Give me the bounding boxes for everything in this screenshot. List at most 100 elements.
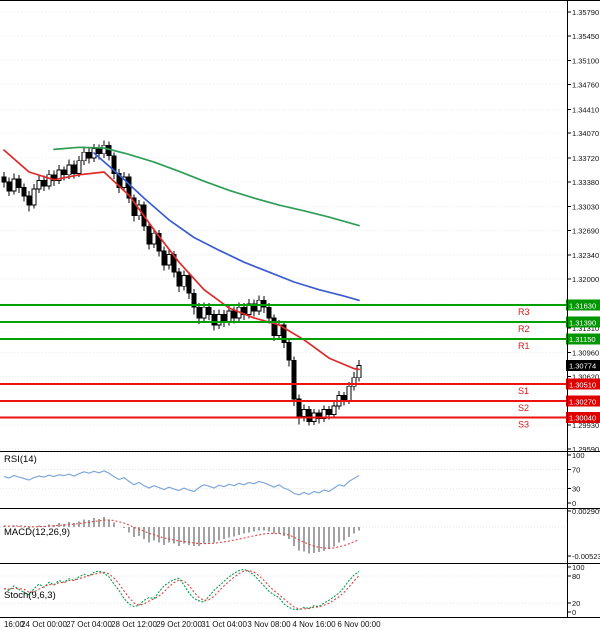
bear-candle <box>196 306 202 319</box>
bull-candle <box>351 377 357 387</box>
ma-slow-line <box>53 146 360 227</box>
bear-candle <box>251 303 257 312</box>
rsi-scale-label: 30 <box>572 485 580 494</box>
price-axis-label: 1.33380 <box>572 178 599 187</box>
rsi-line <box>3 470 360 496</box>
bull-candle <box>31 188 37 206</box>
bear-candle <box>306 409 312 422</box>
price-tag-current <box>566 360 600 372</box>
bear-candle <box>86 151 92 159</box>
price-tag-r1-value: 1.31150 <box>569 335 596 344</box>
price-axis-label: 1.32340 <box>572 251 599 260</box>
bull-candle <box>46 174 52 187</box>
bear-candle <box>146 225 152 245</box>
bear-candle <box>116 173 122 188</box>
price-tag-s1-value: 1.30510 <box>569 380 596 389</box>
bear-candle <box>231 310 237 319</box>
macd-signal-line <box>3 519 360 549</box>
price-axis-label: 1.32000 <box>572 275 599 284</box>
bear-candle <box>316 412 322 420</box>
level-label-s3: S3 <box>518 419 529 429</box>
price-tag-s2 <box>566 395 600 407</box>
bear-candle <box>176 271 182 287</box>
stoch-scale-label: 80 <box>572 572 580 581</box>
price-axis-label: 1.29590 <box>572 445 599 454</box>
bull-candle <box>36 180 42 190</box>
bull-candle <box>331 405 337 415</box>
macd-panel-label: MACD(12,26,9) <box>4 527 70 538</box>
time-axis-label: 24 Oct 00:00 <box>21 620 67 629</box>
bear-candle <box>266 306 272 319</box>
bear-candle <box>286 342 292 361</box>
level-label-s1: S1 <box>518 386 529 396</box>
time-axis-label: 31 Oct 04:00 <box>201 620 247 629</box>
price-tag-r2-value: 1.31390 <box>569 318 596 327</box>
stoch-scale-label: 20 <box>572 599 580 608</box>
bear-candle <box>161 250 167 266</box>
level-label-r2: R2 <box>518 324 530 334</box>
bear-candle <box>6 181 12 192</box>
bear-candle <box>96 148 102 155</box>
bull-candle <box>101 144 107 155</box>
bull-candle <box>346 385 352 401</box>
price-tag-s2-value: 1.30270 <box>569 397 596 406</box>
stoch-signal-line <box>3 569 360 610</box>
bear-candle <box>111 155 117 174</box>
bear-candle <box>211 313 217 326</box>
price-axis-label: 1.31310 <box>572 324 599 333</box>
price-axis-label: 1.34760 <box>572 81 599 90</box>
price-axis-label: 1.30960 <box>572 348 599 357</box>
level-label-r1: R1 <box>518 341 530 351</box>
price-axis-label: 1.34410 <box>572 105 599 114</box>
bear-candle <box>291 359 297 400</box>
rsi-scale-label: 100 <box>572 451 585 460</box>
bear-candle <box>271 317 277 336</box>
bull-candle <box>321 409 327 420</box>
bull-candle <box>356 365 362 379</box>
price-axis-label: 1.35450 <box>572 32 599 41</box>
bull-candle <box>181 275 187 287</box>
bull-candle <box>66 164 72 176</box>
bull-candle <box>11 178 17 192</box>
bull-candle <box>56 169 62 181</box>
bear-candle <box>21 187 27 197</box>
macd-scale-label: -0.005233 <box>572 552 600 561</box>
price-axis-label: 1.35100 <box>572 57 599 66</box>
price-axis-label: 1.33030 <box>572 203 599 212</box>
stoch-main-line <box>3 568 360 611</box>
bear-candle <box>281 324 287 343</box>
price-tag-s3-value: 1.30040 <box>569 413 596 422</box>
price-axis-label: 1.30620 <box>572 372 599 381</box>
bear-candle <box>61 169 67 176</box>
bear-candle <box>206 306 212 315</box>
level-label-r3: R3 <box>518 307 530 317</box>
ma-fast-line <box>3 149 360 371</box>
price-axis-label: 1.34070 <box>572 129 599 138</box>
rsi-panel-label: RSI(14) <box>4 454 37 465</box>
time-axis-label: 3 Nov 08:00 <box>247 620 291 629</box>
bear-candle <box>156 232 162 252</box>
bull-candle <box>201 306 207 319</box>
rsi-scale-label: 70 <box>572 465 580 474</box>
bear-candle <box>26 195 32 206</box>
rsi-scale-label: 0 <box>572 499 576 508</box>
level-label-s2: S2 <box>518 403 529 413</box>
price-tag-r1 <box>566 333 600 345</box>
price-tag-current-value: 1.30774 <box>569 362 596 371</box>
bear-candle <box>16 178 22 188</box>
bear-candle <box>1 176 7 183</box>
bear-candle <box>41 180 47 187</box>
stoch-scale-label: 0 <box>572 608 576 617</box>
bull-candle <box>226 310 232 322</box>
ma-medium-line <box>93 152 360 302</box>
time-axis-label: 4 Nov 16:00 <box>292 620 336 629</box>
bull-candle <box>76 160 82 174</box>
time-axis-label: 29 Oct 20:00 <box>156 620 202 629</box>
time-axis-label: 27 Oct 04:00 <box>66 620 112 629</box>
price-axis-label: 1.29930 <box>572 421 599 430</box>
price-tag-r3-value: 1.31630 <box>569 301 596 310</box>
price-tag-s1 <box>566 378 600 390</box>
price-axis-label: 1.35790 <box>572 8 599 17</box>
